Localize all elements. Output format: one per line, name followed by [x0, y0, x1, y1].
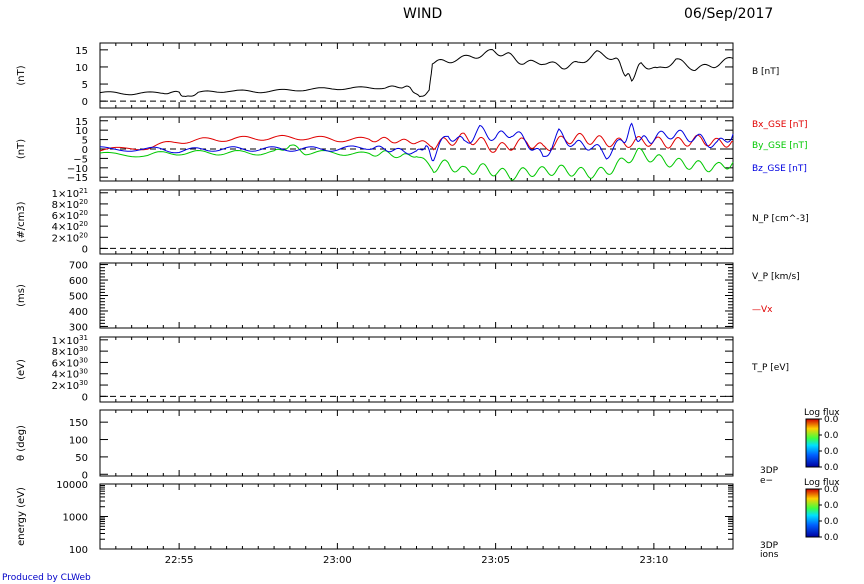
y-tick-label: 50 [75, 453, 88, 464]
panel-frame-4 [99, 336, 734, 403]
y-tick-label: 400 [69, 307, 88, 318]
y-tick-label: 100 [69, 436, 88, 447]
y-tick-label: 0 [82, 392, 88, 403]
y-tick-label: 2×1030 [52, 379, 88, 392]
y-tick-label: 10 [75, 63, 88, 74]
series-label: N_P [cm^-3] [752, 214, 809, 224]
y-tick-label: 10 [75, 126, 88, 137]
series-label: B [nT] [752, 67, 779, 77]
colorbar [805, 488, 820, 538]
y-tick-label: 0 [82, 244, 88, 255]
series-label: T_P [eV] [751, 363, 789, 373]
y-tick-label: 6×1030 [52, 356, 88, 369]
y-tick-label: 6×1020 [52, 209, 88, 222]
x-tick-label: 22:55 [165, 555, 194, 566]
y-tick-label: 0 [82, 97, 88, 108]
series-label: Bz_GSE [nT] [752, 164, 807, 174]
y-tick-label: 8×1020 [52, 198, 88, 211]
y-tick-label: 300 [69, 322, 88, 333]
y-tick-label: −10 [67, 164, 88, 175]
y-tick-label: 4×1020 [52, 220, 88, 233]
instrument-label: ions [760, 550, 779, 560]
x-tick-label: 23:05 [481, 555, 510, 566]
y-axis-label: energy (eV) [16, 487, 27, 546]
colorbar-tick-label: 0.0 [824, 431, 839, 441]
panel-frame-3 [99, 262, 734, 329]
y-axis-label: (nT) [16, 139, 27, 159]
y-tick-label: 5 [82, 136, 88, 147]
y-tick-label: 100 [69, 545, 88, 556]
series-line-1-0 [99, 132, 734, 153]
panel-frame-0 [99, 42, 734, 109]
y-tick-label: 4×1030 [52, 368, 88, 381]
y-tick-label: 8×1030 [52, 345, 88, 358]
colorbar-tick-label: 0.0 [824, 415, 839, 425]
colorbar-tick-label: 0.0 [824, 485, 839, 495]
colorbar-tick-label: 0.0 [824, 463, 839, 473]
colorbar-tick-label: 0.0 [824, 533, 839, 543]
colorbar-tick-label: 0.0 [824, 517, 839, 527]
instrument-label: 3DP [760, 466, 779, 476]
series-label: —Vx [752, 305, 773, 315]
panel-frame-5 [99, 409, 734, 477]
panel-frame-6 [99, 483, 734, 550]
y-tick-label: −15 [67, 173, 88, 184]
x-tick-label: 23:10 [639, 555, 668, 566]
instrument-label: 3DP [760, 541, 779, 551]
y-tick-label: 1×1031 [52, 334, 88, 347]
series-label: V_P [km/s] [752, 272, 800, 282]
y-axis-label: (ms) [16, 284, 27, 307]
colorbar-tick-label: 0.0 [824, 501, 839, 511]
colorbar [805, 418, 820, 468]
y-axis-label: (#/cm3) [16, 201, 27, 242]
y-tick-label: 1×1021 [52, 187, 88, 200]
y-axis-label: θ (deg) [16, 425, 27, 461]
y-tick-label: 2×1020 [52, 231, 88, 244]
plot-title: WIND [403, 6, 443, 22]
y-tick-label: 5 [82, 80, 88, 91]
credit-text: Produced by CLWeb [2, 573, 91, 583]
y-tick-label: 600 [69, 276, 88, 287]
colorbar-title: Log flux [804, 478, 840, 488]
series-label: Bx_GSE [nT] [752, 120, 807, 130]
plot-date: 06/Sep/2017 [684, 6, 774, 22]
y-axis-label: (nT) [16, 65, 27, 85]
y-tick-label: 150 [69, 418, 88, 429]
y-tick-label: 700 [69, 261, 88, 272]
colorbar-title: Log flux [804, 408, 840, 418]
y-tick-label: 1000 [63, 513, 88, 524]
series-label: By_GSE [nT] [752, 141, 807, 151]
panel-frame-2 [99, 189, 734, 255]
y-tick-label: 15 [75, 46, 88, 57]
x-tick-label: 23:00 [323, 555, 352, 566]
series-line-1-1 [99, 144, 734, 181]
instrument-label: e− [760, 476, 773, 486]
y-axis-label: (eV) [16, 359, 27, 380]
y-tick-label: 10000 [56, 480, 88, 491]
y-tick-label: −5 [73, 154, 88, 165]
y-tick-label: 0 [82, 145, 88, 156]
series-line-0-0 [99, 48, 734, 98]
y-tick-label: 500 [69, 292, 88, 303]
y-tick-label: 15 [75, 117, 88, 128]
y-tick-label: 0 [82, 470, 88, 481]
series-line-1-2 [99, 122, 734, 162]
colorbar-tick-label: 0.0 [824, 447, 839, 457]
